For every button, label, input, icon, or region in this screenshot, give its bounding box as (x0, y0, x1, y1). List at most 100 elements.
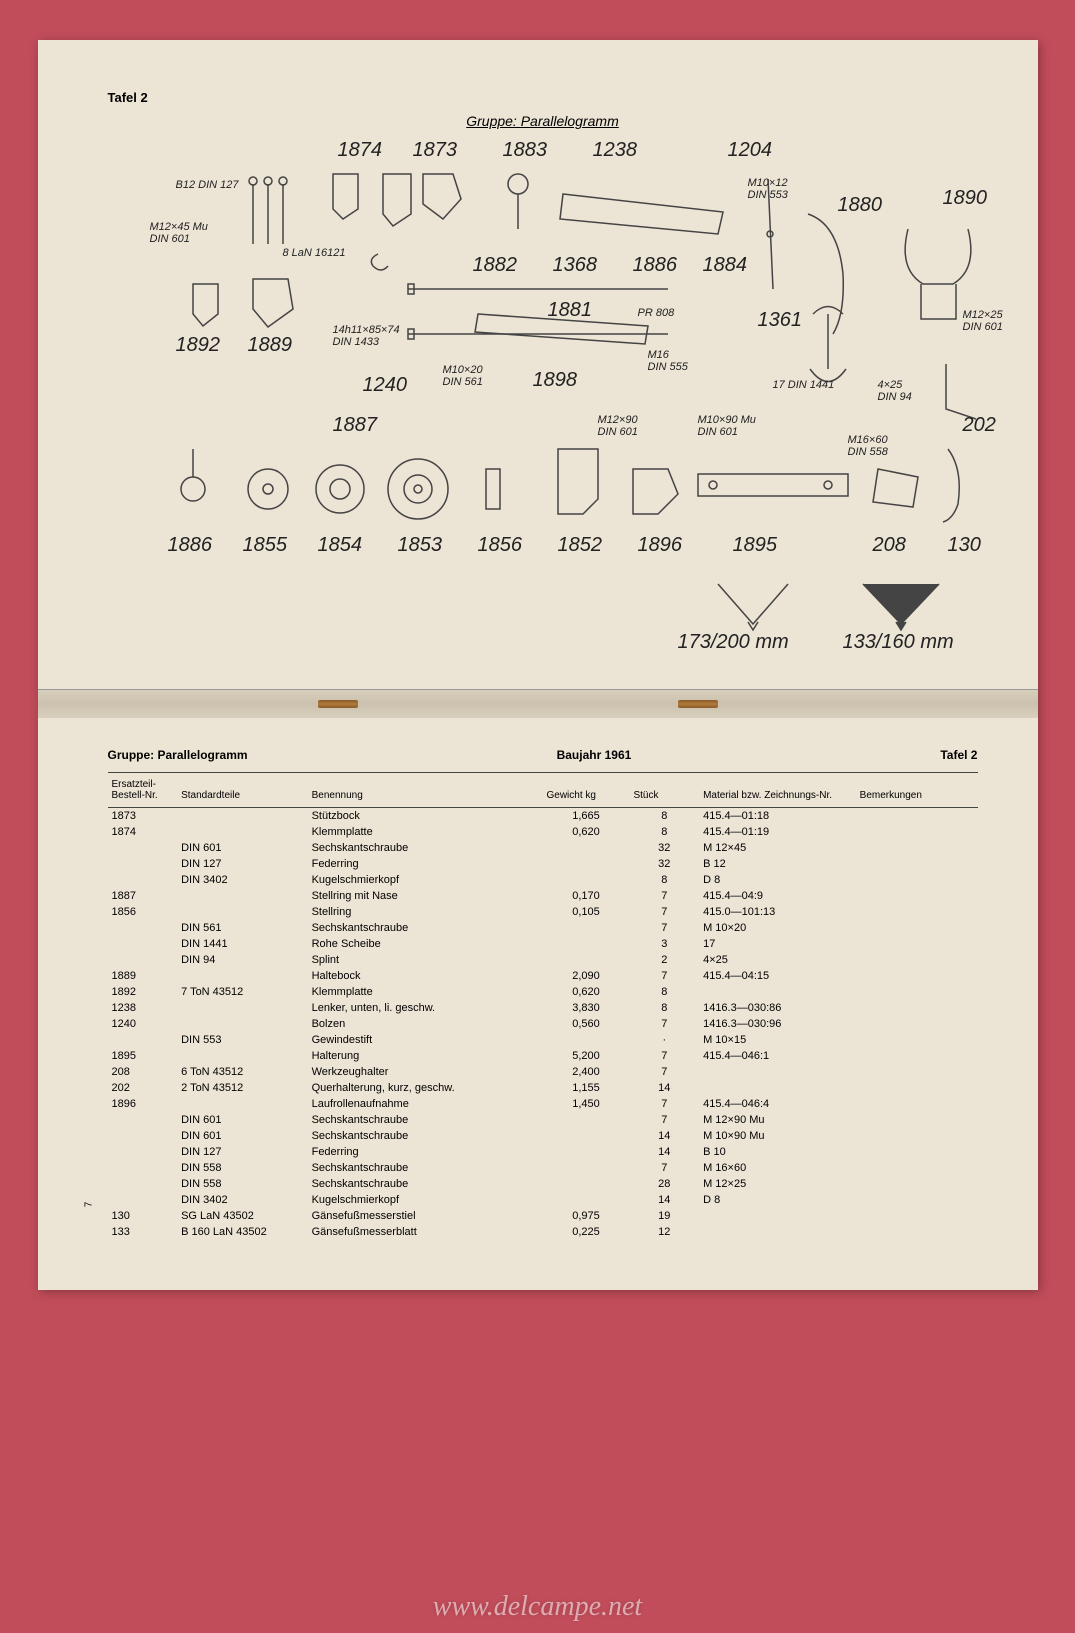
cell-std: DIN 601 (177, 1112, 308, 1128)
cell-gew (542, 1144, 629, 1160)
cell-gew: 0,975 (542, 1208, 629, 1224)
table-row: 18927 ToN 43512Klemmplatte0,6208 (108, 984, 978, 1000)
cell-std: SG LaN 43502 (177, 1208, 308, 1224)
cell-ben: Stellring (308, 904, 543, 920)
cell-gew (542, 952, 629, 968)
cell-stk: 14 (629, 1128, 699, 1144)
part-label-l1898: 1898 (533, 369, 578, 392)
part-label-lM12x90: M12×90DIN 601 (598, 414, 638, 438)
cell-ben: Kugelschmierkopf (308, 872, 543, 888)
part-label-l1892: 1892 (176, 334, 221, 357)
part-label-l1855: 1855 (243, 534, 288, 557)
tafel-label-top: Tafel 2 (108, 90, 978, 105)
table-row: DIN 1441Rohe Scheibe317 (108, 936, 978, 952)
cell-mat: 415.0—101:13 (699, 904, 856, 920)
cell-ben: Sechskantschraube (308, 1112, 543, 1128)
cell-nr (108, 856, 178, 872)
part-label-l4x25: 4×25DIN 94 (878, 379, 912, 403)
cell-bem (856, 1176, 978, 1192)
table-row: DIN 601Sechskantschraube32M 12×45 (108, 840, 978, 856)
cell-ben: Sechskantschraube (308, 1176, 543, 1192)
cell-ben: Federring (308, 856, 543, 872)
cell-ben: Werkzeughalter (308, 1064, 543, 1080)
cell-std (177, 1048, 308, 1064)
table-row: DIN 3402Kugelschmierkopf14D 8 (108, 1192, 978, 1208)
cell-std: 7 ToN 43512 (177, 984, 308, 1000)
cell-nr (108, 872, 178, 888)
cell-std: 6 ToN 43512 (177, 1064, 308, 1080)
cell-nr (108, 936, 178, 952)
staple-left (318, 700, 358, 708)
cell-std (177, 904, 308, 920)
part-label-l1882: 1882 (473, 254, 518, 277)
part-label-l1874: 1874 (338, 139, 383, 162)
cell-bem (856, 1160, 978, 1176)
cell-bem (856, 1128, 978, 1144)
col-bem: Bemerkungen (856, 773, 978, 808)
cell-ben: Laufrollenaufnahme (308, 1096, 543, 1112)
cell-nr: 1856 (108, 904, 178, 920)
cell-nr: 1240 (108, 1016, 178, 1032)
cell-nr (108, 952, 178, 968)
table-row: 1873Stützbock1,6658415.4—01:18 (108, 808, 978, 825)
cell-mat: 415.4—01:18 (699, 808, 856, 825)
cell-ben: Gewindestift (308, 1032, 543, 1048)
cell-mat: M 10×20 (699, 920, 856, 936)
cell-mat: B 10 (699, 1144, 856, 1160)
cell-bem (856, 1032, 978, 1048)
part-label-l1853: 1853 (398, 534, 443, 557)
cell-ben: Haltebock (308, 968, 543, 984)
cell-stk: 7 (629, 888, 699, 904)
cell-stk: 7 (629, 1064, 699, 1080)
cell-ben: Federring (308, 1144, 543, 1160)
part-label-l1884: 1884 (703, 254, 748, 277)
cell-bem (856, 888, 978, 904)
cell-ben: Querhalterung, kurz, geschw. (308, 1080, 543, 1096)
cell-stk: 7 (629, 1112, 699, 1128)
cell-stk: 2 (629, 952, 699, 968)
part-label-lM16: M16DIN 555 (648, 349, 688, 373)
part-label-l1896: 1896 (638, 534, 683, 557)
cell-ben: Kugelschmierkopf (308, 1192, 543, 1208)
cell-mat: M 10×15 (699, 1032, 856, 1048)
cell-bem (856, 856, 978, 872)
cell-bem (856, 1000, 978, 1016)
cell-std: DIN 94 (177, 952, 308, 968)
cell-nr: 1892 (108, 984, 178, 1000)
cell-stk: 32 (629, 840, 699, 856)
cell-mat: B 12 (699, 856, 856, 872)
table-row: 1896Laufrollenaufnahme1,4507415.4—046:4 (108, 1096, 978, 1112)
table-row: 1874Klemmplatte0,6208415.4—01:19 (108, 824, 978, 840)
table-header-row: Gruppe: Parallelogramm Baujahr 1961 Tafe… (108, 748, 978, 772)
cell-stk: 7 (629, 1096, 699, 1112)
cell-gew (542, 840, 629, 856)
cell-std (177, 968, 308, 984)
cell-stk: 7 (629, 904, 699, 920)
cell-ben: Halterung (308, 1048, 543, 1064)
cell-gew (542, 936, 629, 952)
cell-gew (542, 1112, 629, 1128)
cell-gew: 1,155 (542, 1080, 629, 1096)
cell-ben: Sechskantschraube (308, 1160, 543, 1176)
part-label-lM12x25: M12×25DIN 601 (963, 309, 1003, 333)
cell-std: B 160 LaN 43502 (177, 1224, 308, 1240)
cell-std: DIN 3402 (177, 1192, 308, 1208)
cell-gew: 3,830 (542, 1000, 629, 1016)
cell-bem (856, 824, 978, 840)
cell-mat: D 8 (699, 872, 856, 888)
cell-ben: Bolzen (308, 1016, 543, 1032)
cell-bem (856, 1112, 978, 1128)
cell-bem (856, 1080, 978, 1096)
part-label-lM10x90: M10×90 MuDIN 601 (698, 414, 756, 438)
cell-gew: 0,620 (542, 984, 629, 1000)
cell-std (177, 1016, 308, 1032)
cell-nr: 1889 (108, 968, 178, 984)
cell-gew (542, 1160, 629, 1176)
part-label-l14h11: 14h11×85×74DIN 1433 (333, 324, 400, 348)
part-label-l1895: 1895 (733, 534, 778, 557)
cell-ben: Stützbock (308, 808, 543, 825)
cell-nr: 202 (108, 1080, 178, 1096)
cell-std (177, 1000, 308, 1016)
cell-mat: 4×25 (699, 952, 856, 968)
cell-gew (542, 1192, 629, 1208)
